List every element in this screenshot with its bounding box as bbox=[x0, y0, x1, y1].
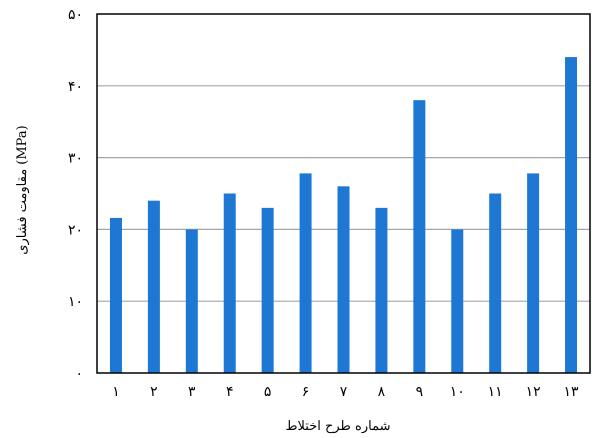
bar bbox=[413, 100, 426, 373]
bar bbox=[375, 207, 388, 373]
y-tick-label: ۵۰ bbox=[68, 7, 83, 23]
y-tick-labels: ۰ ۱۰ ۲۰ ۳۰ ۴۰ ۵۰ bbox=[68, 7, 83, 382]
plot-frame bbox=[96, 13, 591, 374]
x-tick-label: ۷ bbox=[340, 384, 348, 400]
x-axis-title: شماره طرح اختلاط bbox=[286, 419, 391, 434]
x-tick-label: ۱۳ bbox=[564, 384, 580, 400]
bar bbox=[185, 229, 198, 373]
axes bbox=[96, 13, 591, 374]
bar bbox=[223, 193, 236, 373]
x-tick-label: ۴ bbox=[226, 384, 234, 400]
y-tick-label: ۲۰ bbox=[68, 222, 83, 238]
x-tick-label: ۳ bbox=[188, 384, 196, 400]
x-tick-label: ۱ bbox=[112, 384, 120, 400]
bars bbox=[109, 57, 578, 374]
y-tick-label: ۱۰ bbox=[68, 294, 83, 310]
bar bbox=[451, 229, 464, 373]
bar bbox=[299, 173, 312, 373]
y-tick-label: ۳۰ bbox=[68, 151, 83, 167]
bar bbox=[147, 200, 160, 373]
bar bbox=[565, 57, 578, 374]
x-tick-label: ۸ bbox=[378, 384, 386, 400]
x-tick-labels: ۱ ۲ ۳ ۴ ۵ ۶ ۷ ۸ ۹ ۱۰ ۱۱ ۱۲ ۱۳ bbox=[112, 384, 579, 400]
x-tick-label: ۱۲ bbox=[526, 384, 541, 400]
bar bbox=[109, 217, 122, 373]
bar bbox=[489, 193, 502, 373]
bar bbox=[261, 207, 274, 373]
bar bbox=[337, 186, 350, 373]
y-tick-label: ۰ bbox=[75, 366, 83, 382]
x-tick-label: ۲ bbox=[150, 384, 158, 400]
x-tick-label: ۱۱ bbox=[488, 384, 503, 400]
y-tick-label: ۴۰ bbox=[68, 79, 83, 95]
x-tick-label: ۱۰ bbox=[450, 384, 465, 400]
x-tick-label: ۶ bbox=[302, 384, 310, 400]
x-tick-label: ۹ bbox=[416, 384, 424, 400]
y-axis-title: مقاومت فشاری (MPa) bbox=[15, 125, 30, 254]
bar bbox=[527, 173, 540, 373]
x-tick-label: ۵ bbox=[264, 384, 272, 400]
